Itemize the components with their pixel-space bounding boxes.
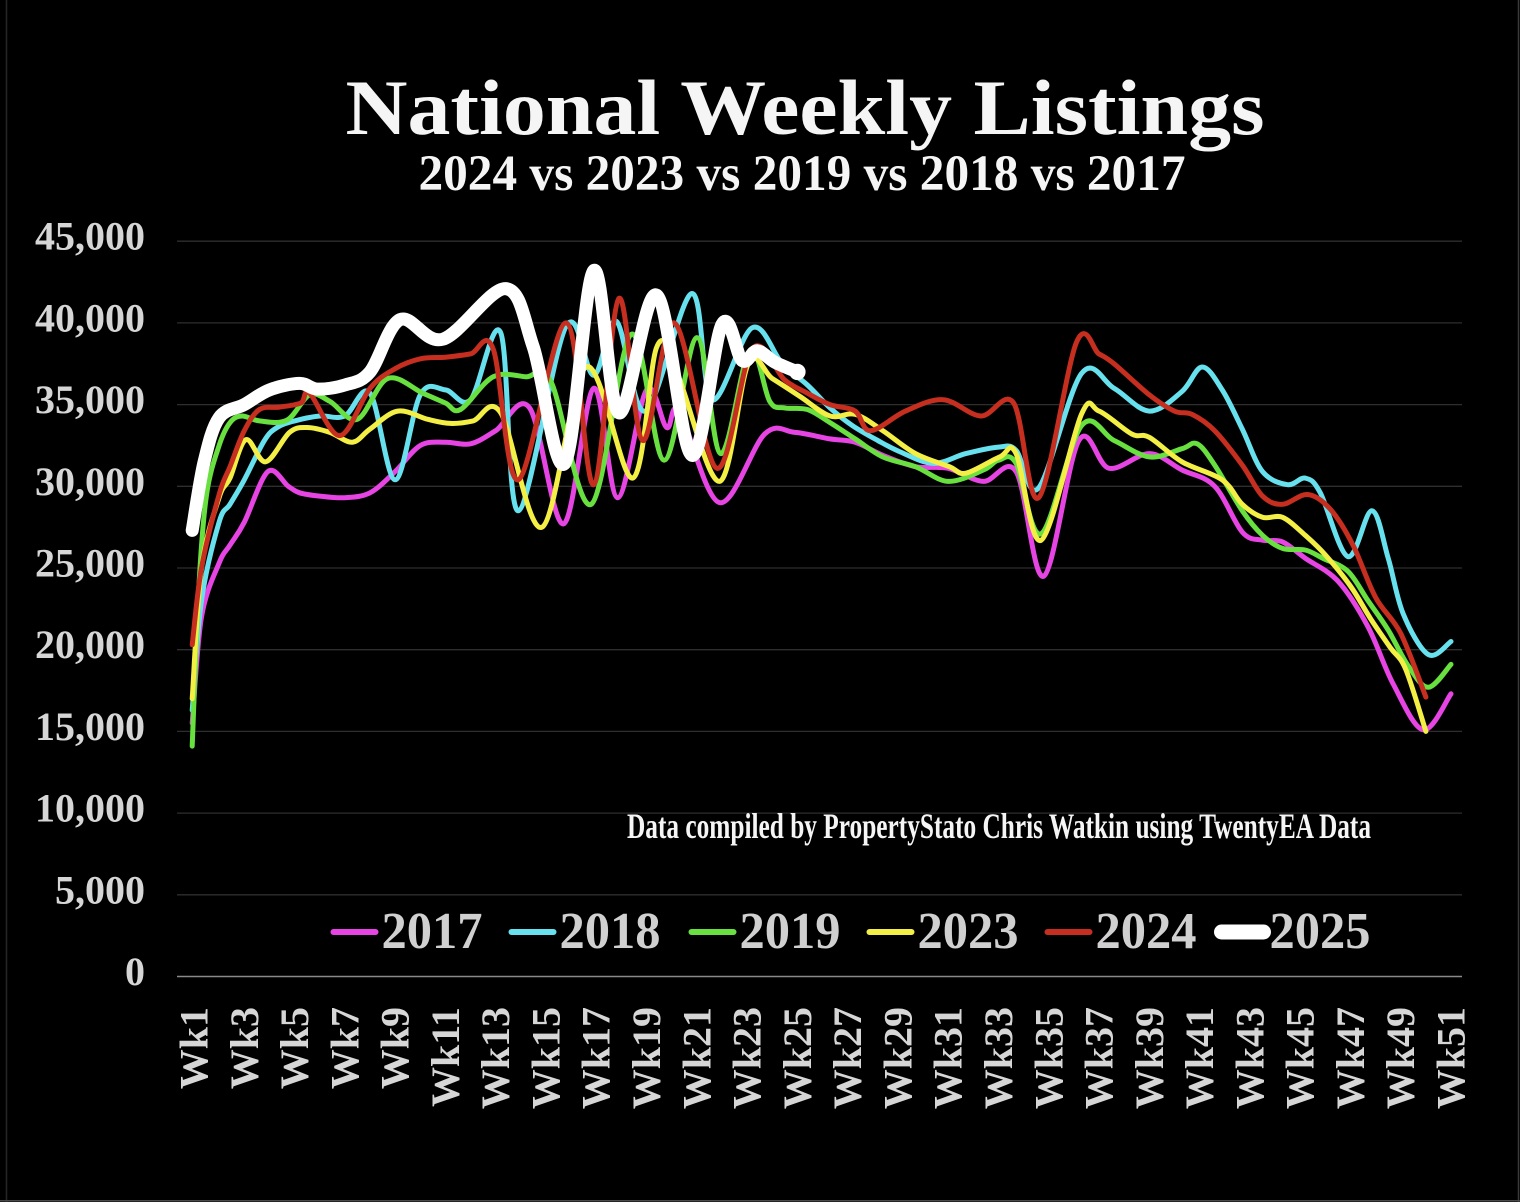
svg-text:20,000: 20,000 (35, 622, 145, 667)
svg-text:35,000: 35,000 (35, 377, 145, 422)
svg-text:30,000: 30,000 (35, 459, 145, 504)
svg-text:2017: 2017 (382, 903, 483, 960)
svg-text:Wk5: Wk5 (272, 1007, 317, 1089)
svg-text:2018: 2018 (560, 903, 661, 960)
svg-text:Wk7: Wk7 (322, 1007, 367, 1089)
svg-text:2024: 2024 (1096, 903, 1197, 960)
svg-text:5,000: 5,000 (55, 867, 145, 912)
svg-text:Wk27: Wk27 (825, 1007, 870, 1109)
svg-text:2025: 2025 (1270, 903, 1371, 960)
svg-text:15,000: 15,000 (35, 704, 145, 749)
svg-text:Wk9: Wk9 (373, 1007, 418, 1089)
svg-text:Wk11: Wk11 (423, 1007, 468, 1107)
svg-text:Data compiled by PropertyStato: Data compiled by PropertyStato Chris Wat… (627, 806, 1371, 846)
svg-text:Wk33: Wk33 (976, 1007, 1021, 1109)
svg-text:Wk21: Wk21 (674, 1007, 719, 1109)
svg-text:Wk47: Wk47 (1328, 1007, 1373, 1109)
svg-text:Wk43: Wk43 (1227, 1007, 1272, 1109)
svg-text:10,000: 10,000 (35, 786, 145, 831)
svg-text:Wk1: Wk1 (172, 1007, 217, 1089)
svg-text:Wk39: Wk39 (1127, 1007, 1172, 1109)
svg-text:Wk19: Wk19 (624, 1007, 669, 1109)
svg-text:2024 vs 2023 vs 2019 vs 2018 v: 2024 vs 2023 vs 2019 vs 2018 vs 2017 (419, 146, 1186, 202)
svg-text:Wk15: Wk15 (524, 1007, 569, 1109)
svg-text:Wk29: Wk29 (875, 1007, 920, 1109)
svg-text:Wk37: Wk37 (1077, 1007, 1122, 1109)
svg-text:Wk35: Wk35 (1026, 1007, 1071, 1109)
svg-text:2019: 2019 (740, 903, 841, 960)
svg-text:40,000: 40,000 (35, 295, 145, 340)
svg-text:Wk41: Wk41 (1177, 1007, 1222, 1109)
svg-text:2023: 2023 (918, 903, 1019, 960)
svg-text:Wk49: Wk49 (1378, 1007, 1423, 1109)
svg-text:Wk23: Wk23 (725, 1007, 770, 1109)
svg-text:Wk25: Wk25 (775, 1007, 820, 1109)
svg-text:45,000: 45,000 (35, 214, 145, 259)
svg-text:Wk3: Wk3 (222, 1007, 267, 1089)
svg-text:25,000: 25,000 (35, 541, 145, 586)
svg-text:Wk31: Wk31 (926, 1007, 971, 1109)
svg-text:Wk13: Wk13 (473, 1007, 518, 1109)
svg-text:National Weekly Listings: National Weekly Listings (346, 64, 1265, 151)
svg-text:Wk45: Wk45 (1278, 1007, 1323, 1109)
svg-text:Wk17: Wk17 (574, 1007, 619, 1109)
svg-text:Wk51: Wk51 (1429, 1007, 1474, 1109)
svg-text:0: 0 (125, 949, 145, 994)
